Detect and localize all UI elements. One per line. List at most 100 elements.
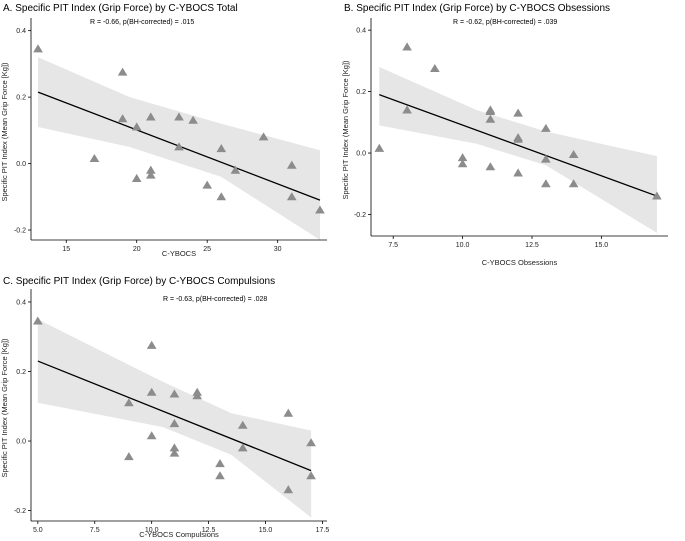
- data-point: [402, 105, 412, 114]
- x-tick-label: 5.0: [33, 527, 43, 534]
- data-point: [202, 180, 212, 189]
- data-point: [146, 387, 157, 396]
- data-point: [117, 114, 128, 123]
- data-point: [541, 154, 551, 163]
- data-point: [146, 112, 156, 121]
- y-tick-label: 0.4: [16, 299, 26, 306]
- data-point: [146, 340, 157, 349]
- data-point: [174, 112, 184, 121]
- data-point: [230, 165, 241, 174]
- x-tick-label: 30: [274, 246, 282, 253]
- data-point: [117, 67, 128, 76]
- data-point: [568, 150, 579, 158]
- data-point: [216, 192, 227, 201]
- y-tick-label: 0.2: [356, 89, 366, 96]
- x-tick-label: 15.0: [259, 527, 273, 534]
- y-tick-label: 0.0: [16, 161, 26, 168]
- data-point: [169, 448, 180, 457]
- x-tick-label: 7.5: [90, 527, 100, 534]
- data-point: [402, 42, 412, 51]
- data-point: [286, 160, 297, 169]
- data-point: [541, 179, 551, 188]
- y-tick-label: 0.2: [16, 95, 26, 102]
- data-point: [457, 159, 468, 168]
- data-point: [215, 471, 225, 480]
- x-axis-label: C-YBOCS: [162, 249, 196, 258]
- y-tick-label: -0.2: [14, 508, 26, 515]
- data-point: [237, 420, 248, 429]
- stats-annotation: R = -0.63, p(BH-corrected) = .028: [163, 296, 267, 303]
- data-point: [513, 134, 523, 143]
- x-tick-label: 15.0: [595, 242, 609, 249]
- data-point: [146, 165, 156, 174]
- data-point: [315, 205, 325, 214]
- data-point: [188, 115, 198, 124]
- y-axis-label: Specific PIT Index (Mean Grip Force [Kg]…: [0, 338, 9, 478]
- y-axis-label: Specific PIT Index (Mean Grip Force [Kg]…: [341, 60, 350, 200]
- data-point: [286, 192, 297, 201]
- data-point: [131, 173, 142, 182]
- data-point: [283, 485, 294, 494]
- x-axis-label: C-YBOCS Obsessions: [482, 258, 558, 267]
- data-point: [513, 168, 523, 177]
- y-tick-label: -0.2: [14, 228, 26, 235]
- data-point: [146, 431, 157, 440]
- y-tick-label: 0.0: [356, 151, 366, 158]
- data-point: [215, 459, 225, 468]
- data-point: [513, 108, 523, 117]
- data-point: [169, 389, 180, 398]
- x-tick-label: 20: [133, 246, 141, 253]
- data-point: [192, 391, 202, 400]
- stats-annotation: R = -0.62, p(BH-corrected) = .039: [453, 19, 557, 26]
- regression-line: [379, 94, 658, 197]
- x-tick-label: 17.5: [316, 527, 330, 534]
- confidence-band: [37, 319, 312, 518]
- data-point: [430, 64, 440, 72]
- panel-title: A. Specific PIT Index (Grip Force) by C-…: [3, 3, 238, 14]
- stats-annotation: R = -0.66, p(BH-corrected) = .015: [90, 19, 194, 26]
- data-point: [124, 398, 134, 407]
- y-axis-label: Specific PIT Index (Mean Grip Force [Kg]…: [0, 62, 9, 202]
- y-tick-label: 0.0: [16, 439, 26, 446]
- data-point: [485, 114, 496, 123]
- x-axis-label: C-YBOCS Compulsions: [139, 530, 219, 539]
- data-point: [541, 123, 551, 132]
- data-point: [283, 408, 294, 417]
- data-point: [485, 107, 496, 115]
- data-point: [216, 144, 227, 153]
- data-point: [169, 419, 180, 428]
- data-point: [131, 122, 142, 131]
- data-point: [169, 443, 180, 452]
- data-point: [237, 443, 248, 452]
- x-tick-label: 25: [203, 246, 211, 253]
- data-point: [89, 154, 100, 162]
- data-point: [568, 179, 579, 188]
- x-tick-label: 15: [62, 246, 70, 253]
- panel-title: C. Specific PIT Index (Grip Force) by C-…: [3, 276, 275, 287]
- x-tick-label: 12.5: [525, 242, 539, 249]
- panel-title: B. Specific PIT Index (Grip Force) by C-…: [344, 3, 610, 14]
- x-tick-label: 12.5: [202, 527, 216, 534]
- data-point: [374, 143, 385, 152]
- data-point: [258, 132, 269, 141]
- data-point: [485, 162, 496, 171]
- data-point: [652, 191, 662, 200]
- data-point: [146, 170, 156, 179]
- data-point: [306, 471, 316, 480]
- y-tick-label: 0.4: [356, 28, 366, 35]
- data-point: [33, 44, 43, 53]
- regression-line: [37, 360, 312, 472]
- data-point: [457, 153, 468, 162]
- x-tick-label: 7.5: [388, 242, 398, 249]
- data-point: [306, 438, 316, 447]
- data-point: [33, 316, 43, 325]
- data-point: [174, 142, 184, 151]
- data-point: [124, 452, 134, 461]
- x-tick-label: 10.0: [145, 527, 159, 534]
- y-tick-label: -0.2: [354, 212, 366, 219]
- y-tick-label: 0.4: [16, 28, 26, 35]
- x-tick-label: 10.0: [456, 242, 470, 249]
- y-tick-label: 0.2: [16, 369, 26, 376]
- confidence-band: [379, 67, 657, 233]
